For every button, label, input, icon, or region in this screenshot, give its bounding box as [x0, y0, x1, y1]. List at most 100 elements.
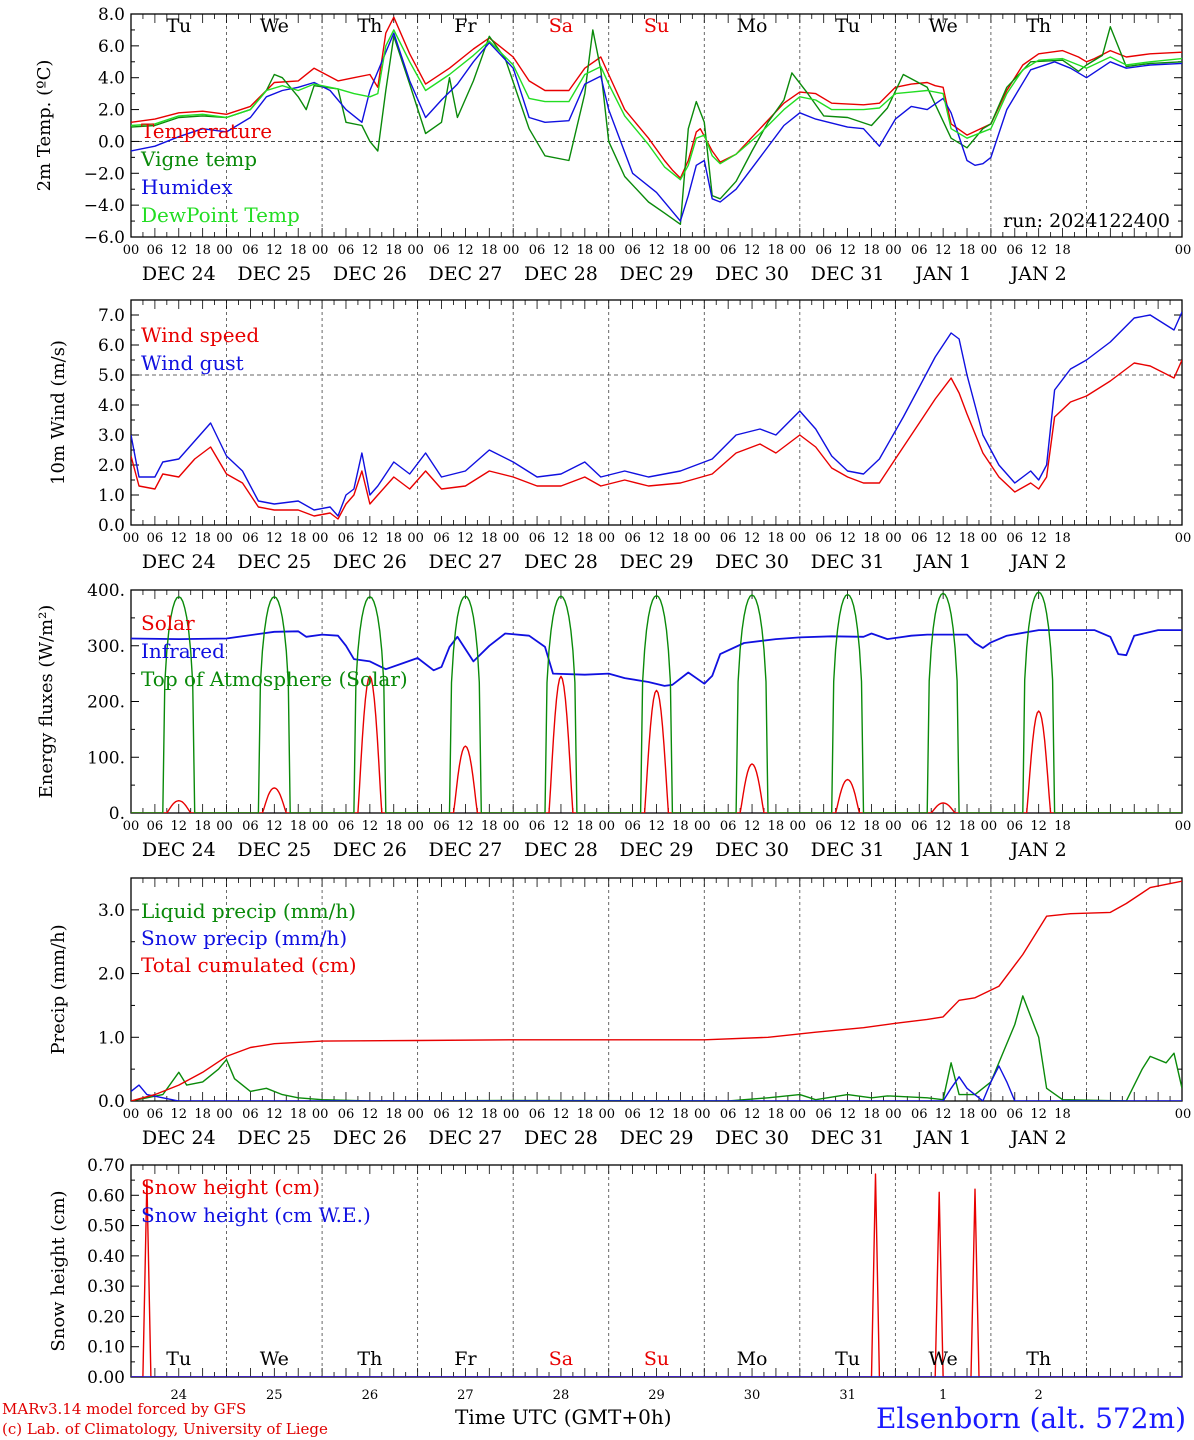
y-tick-label: 0.10: [87, 1338, 125, 1358]
hour-tick-label: 00: [123, 243, 140, 258]
hour-tick-label: 00: [503, 819, 520, 834]
legend-entry: Snow height (cm W.E.): [141, 1203, 371, 1227]
weekday-label: Th: [1026, 1348, 1051, 1370]
series-group: [131, 16, 1182, 225]
hour-tick-label: 12: [648, 1107, 665, 1122]
series-line-top-of-atmosphere-solar-: [131, 591, 1182, 813]
hour-tick-label: 06: [1007, 1107, 1024, 1122]
weekday-label: Mo: [737, 1348, 768, 1370]
panel-1: 8.0 6.0 4.0 2.0 0.0 −2.0 −4.0 −6.0 2m Temp. (ºC)…: [34, 5, 1191, 285]
y-tick-label: 2.0: [98, 965, 125, 985]
hour-tick-label: 06: [147, 819, 164, 834]
hour-tick-label: 00: [407, 531, 424, 546]
hour-tick-label: 18: [672, 531, 689, 546]
date-label: JAN 2: [1009, 551, 1067, 573]
date-label: JAN 2: [1009, 839, 1067, 861]
hour-tick-label: 00: [312, 243, 329, 258]
hour-tick-label: 12: [362, 819, 379, 834]
date-label: DEC 27: [428, 263, 502, 285]
date-label: DEC 24: [142, 551, 216, 573]
hour-tick-label: 00: [981, 819, 998, 834]
series-line-vigne-temp: [131, 26, 1182, 225]
day-number-label: 24: [170, 1388, 187, 1403]
hour-tick-label: 12: [648, 243, 665, 258]
hour-tick-label: 00: [694, 819, 711, 834]
date-label: DEC 27: [428, 1127, 502, 1149]
date-label: DEC 31: [811, 1127, 885, 1149]
hour-tick-label: 12: [457, 1107, 474, 1122]
hour-tick-label: 18: [481, 531, 498, 546]
legend-entry: Humidex: [141, 175, 233, 199]
date-label: DEC 24: [142, 1127, 216, 1149]
legend-entry: Snow precip (mm/h): [141, 926, 347, 950]
hour-tick-label: 18: [385, 1107, 402, 1122]
hour-tick-label: 12: [1030, 1107, 1047, 1122]
hour-tick-label: 06: [338, 531, 355, 546]
date-label: DEC 30: [715, 263, 789, 285]
date-label: DEC 27: [428, 551, 502, 573]
hour-tick-label: 00: [790, 1107, 807, 1122]
weekday-label: Sa: [549, 1348, 573, 1370]
hour-tick-label: 12: [744, 819, 761, 834]
date-label: DEC 26: [333, 551, 407, 573]
hour-tick-label: 18: [1054, 819, 1071, 834]
hour-tick-label: 18: [290, 1107, 307, 1122]
hour-tick-label: 06: [1007, 531, 1024, 546]
weekday-label: Su: [644, 15, 669, 37]
hour-tick-label: 12: [839, 819, 856, 834]
hour-tick-label: 18: [959, 243, 976, 258]
hour-tick-label: 00: [1175, 1107, 1192, 1122]
weekday-label: Th: [1026, 15, 1051, 37]
series-line-snow-precip-mm-h-: [131, 1065, 1182, 1101]
series-line-infrared: [131, 629, 1182, 687]
hour-tick-label: 18: [290, 243, 307, 258]
y-tick-label: 8.0: [98, 5, 125, 25]
series-line-wind-gust: [131, 311, 1182, 517]
weekday-label: Sa: [549, 15, 573, 37]
hour-tick-label: 00: [981, 243, 998, 258]
hour-tick-label: 12: [1030, 819, 1047, 834]
date-label: DEC 28: [524, 1127, 598, 1149]
hour-tick-label: 06: [1007, 819, 1024, 834]
hour-tick-label: 06: [624, 531, 641, 546]
hour-tick-label: 18: [577, 531, 594, 546]
hour-tick-label: 06: [911, 531, 928, 546]
hour-tick-label: 06: [433, 531, 450, 546]
hour-tick-label: 06: [529, 1107, 546, 1122]
hour-tick-label: 00: [216, 531, 233, 546]
y-tick-label: 0.: [109, 804, 125, 824]
series-line-liquid-precip-mm-h-: [131, 995, 1182, 1101]
date-label: DEC 28: [524, 839, 598, 861]
hour-tick-label: 18: [290, 531, 307, 546]
hour-tick-label: 06: [529, 243, 546, 258]
hour-tick-label: 18: [385, 531, 402, 546]
hour-tick-label: 12: [170, 243, 187, 258]
weekday-label: Su: [644, 1348, 669, 1370]
hour-tick-label: 06: [911, 1107, 928, 1122]
y-tick-label: 200.: [87, 693, 125, 713]
hour-tick-label: 18: [768, 243, 785, 258]
hour-tick-label: 12: [457, 243, 474, 258]
hour-tick-label: 12: [266, 243, 283, 258]
weekday-label: We: [260, 15, 289, 37]
hour-tick-label: 06: [242, 531, 259, 546]
series-line-temperature: [131, 16, 1182, 179]
y-tick-label: 2.0: [98, 101, 125, 121]
y-tick-label: 1.0: [98, 486, 125, 506]
hour-tick-label: 00: [123, 531, 140, 546]
hour-tick-label: 00: [407, 1107, 424, 1122]
hour-tick-label: 00: [790, 531, 807, 546]
y-axis-label: Energy fluxes (W/m²): [36, 605, 57, 799]
day-number-label: 30: [744, 1388, 761, 1403]
y-tick-label: 0.30: [87, 1277, 125, 1297]
hour-tick-label: 18: [959, 531, 976, 546]
station-title: Elsenborn (alt. 572m): [875, 1402, 1186, 1435]
hour-tick-label: 18: [577, 819, 594, 834]
y-tick-label: 0.60: [87, 1186, 125, 1206]
hour-tick-label: 18: [768, 819, 785, 834]
hour-tick-label: 00: [885, 819, 902, 834]
hour-tick-label: 00: [216, 819, 233, 834]
weekday-label: We: [929, 1348, 958, 1370]
hour-tick-label: 18: [1054, 243, 1071, 258]
hour-tick-label: 06: [242, 243, 259, 258]
